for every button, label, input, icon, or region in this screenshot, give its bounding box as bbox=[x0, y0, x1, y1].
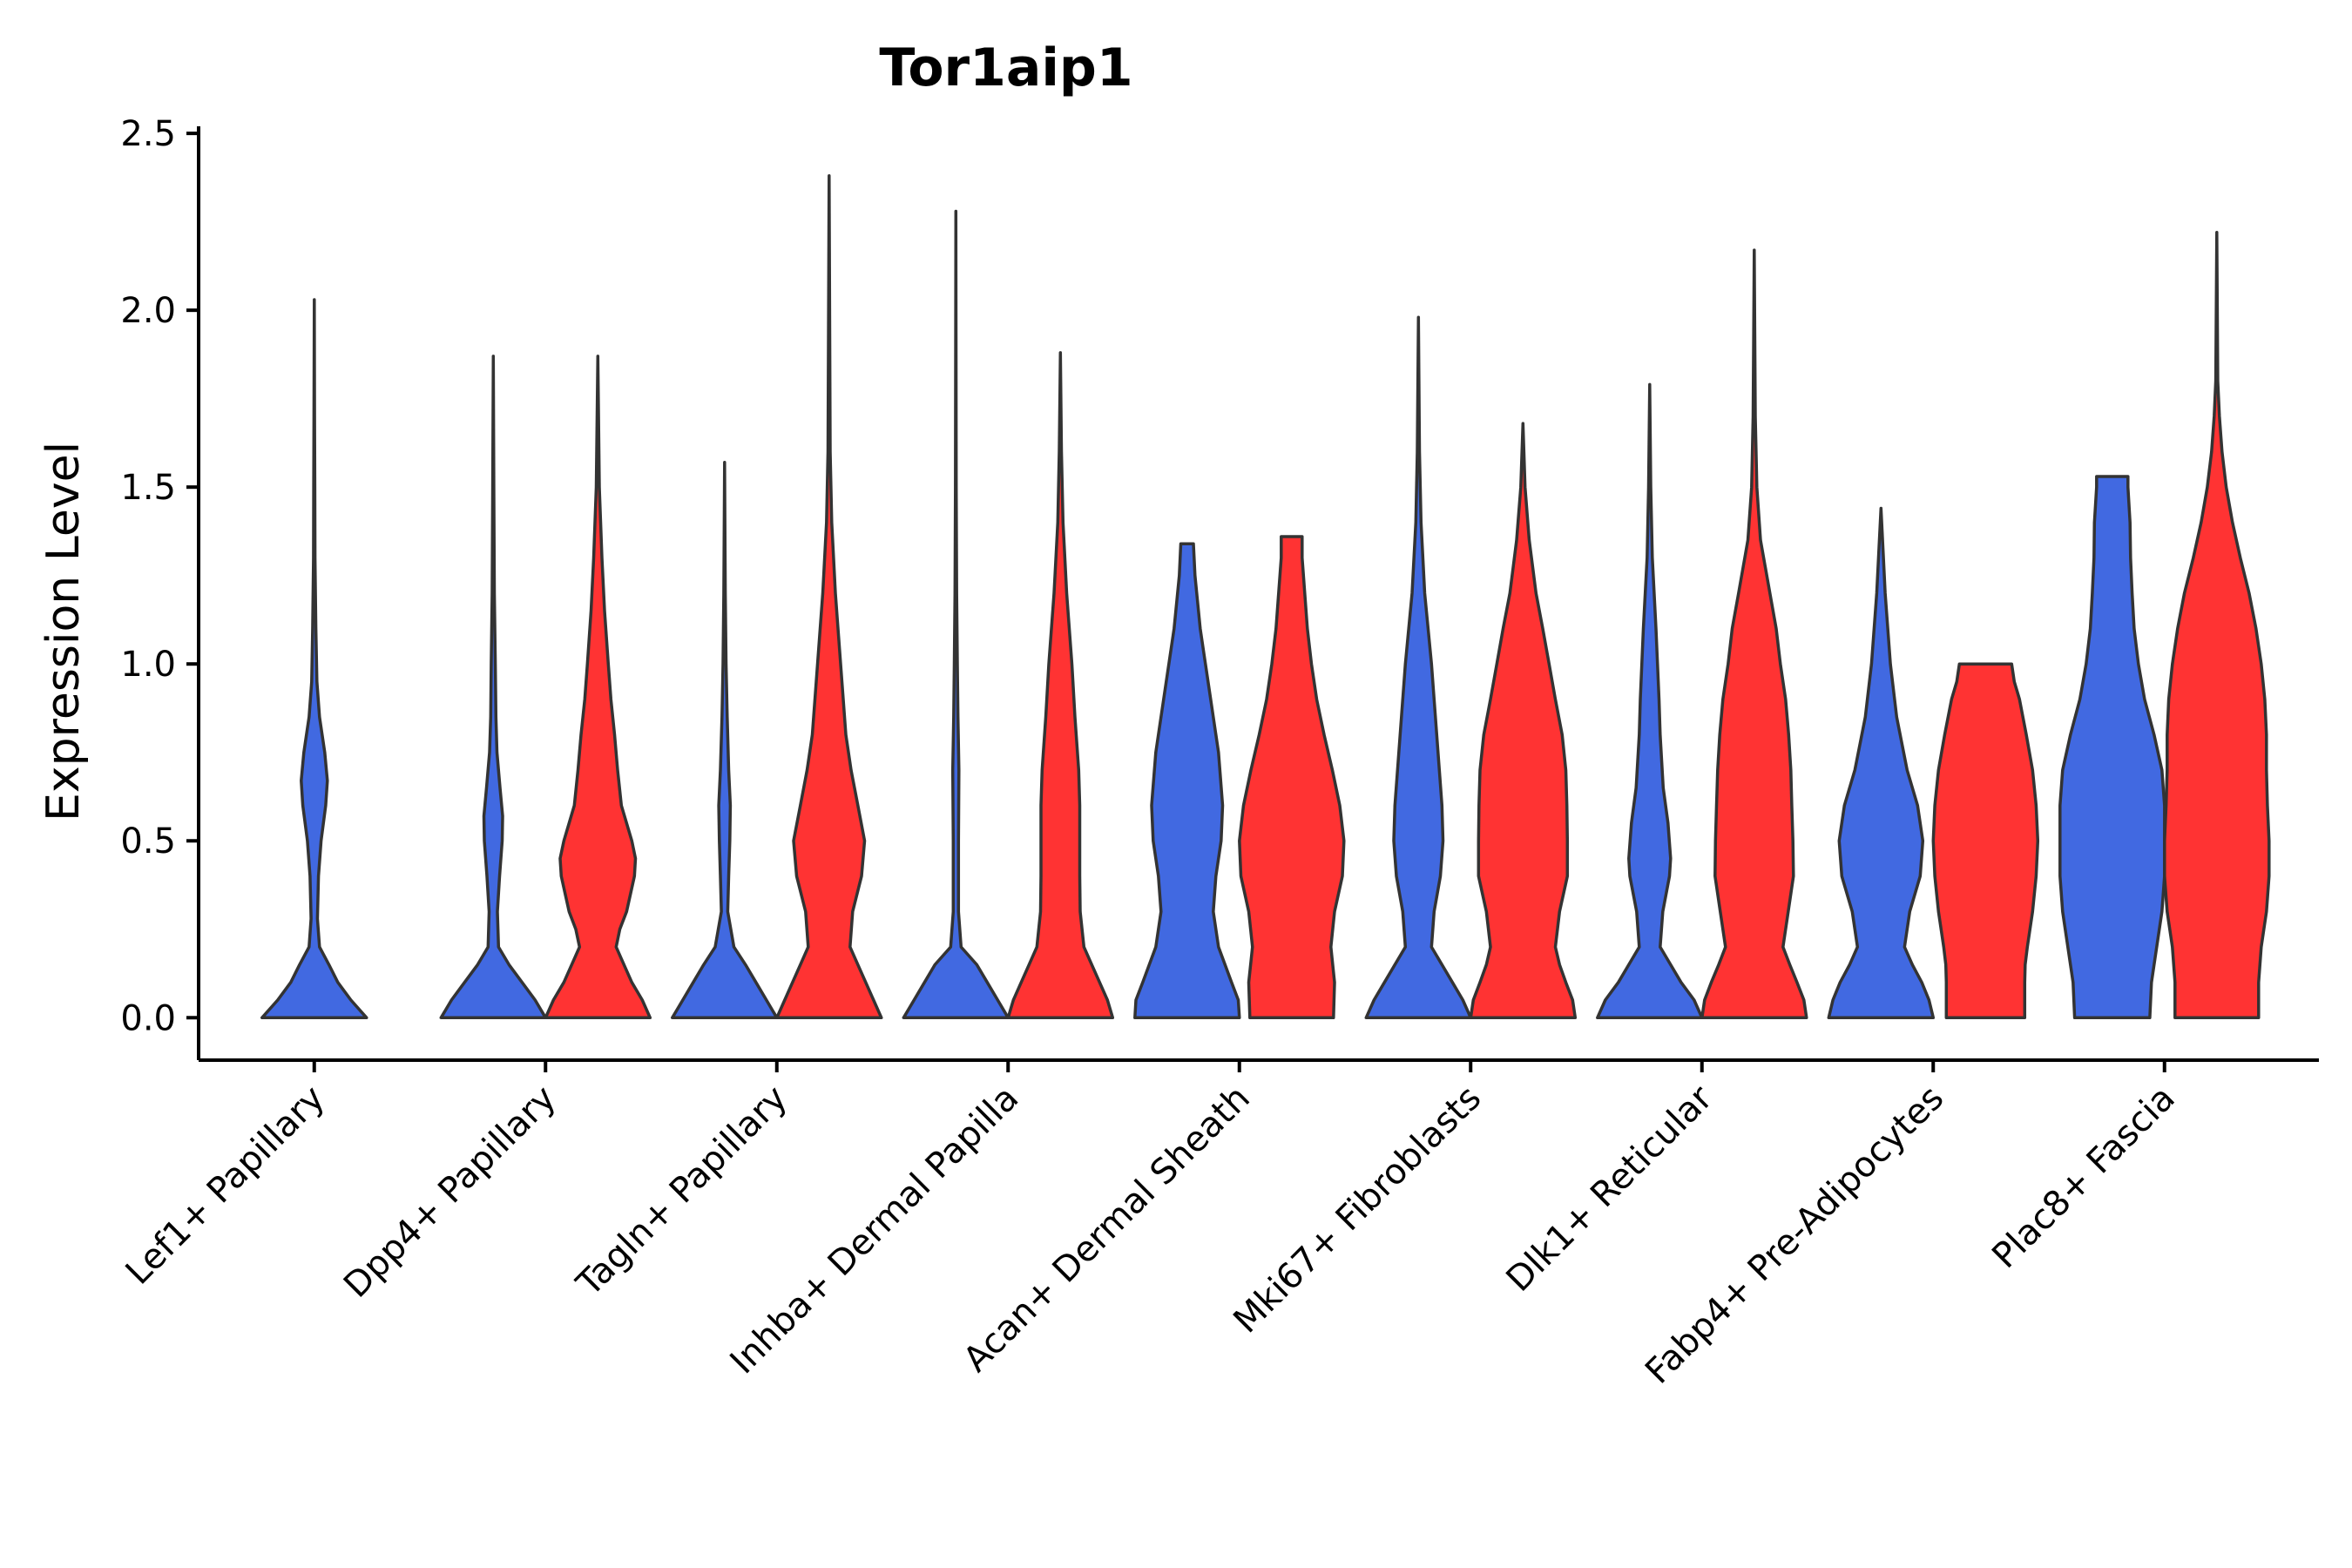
violin-tagln-papillary-group-1 bbox=[671, 461, 779, 1020]
y-tick-label: 1.5 bbox=[120, 468, 176, 508]
violin-tagln-papillary-group-2 bbox=[775, 174, 883, 1020]
y-tick-label: 0.0 bbox=[120, 998, 176, 1038]
x-tick-label-tagln-papillary: Tagln+ Papillary bbox=[569, 1078, 795, 1305]
violin-acan-dermal-sheath-group-2 bbox=[1238, 535, 1346, 1020]
x-axis: Lef1+ Papillary Dpp4+ Papillary Tagln+ Pap… bbox=[118, 1058, 2319, 1392]
violin-lef1-papillary-group-1 bbox=[260, 298, 368, 1020]
x-tick-label-dlk1-reticular: Dlk1+ Reticular bbox=[1499, 1078, 1721, 1300]
violin-inhba-dermal-papilla-group-2 bbox=[1006, 351, 1115, 1020]
violins-layer bbox=[260, 174, 2271, 1020]
violin-fabp4-pre-adipocytes-group-2 bbox=[1931, 662, 2040, 1020]
violin-dlk1-reticular-group-2 bbox=[1700, 248, 1808, 1020]
violin-mki67-fibroblasts-group-1 bbox=[1364, 315, 1473, 1020]
chart-title: Tor1aip1 bbox=[879, 37, 1132, 98]
y-axis-label: Expression Level bbox=[37, 442, 90, 821]
violin-plac8-fascia-group-1 bbox=[2058, 475, 2166, 1020]
violin-plac8-fascia-group-2 bbox=[2163, 231, 2271, 1020]
violin-mki67-fibroblasts-group-2 bbox=[1469, 422, 1578, 1020]
x-tick-label-dpp4-papillary: Dpp4+ Papillary bbox=[336, 1078, 564, 1306]
x-tick-label-lef1-papillary: Lef1+ Papillary bbox=[118, 1078, 333, 1293]
y-tick-label: 2.5 bbox=[120, 114, 176, 154]
x-tick-label-plac8-fascia: Plac8+ Fascia bbox=[1984, 1078, 2183, 1277]
y-tick-label: 2.0 bbox=[120, 291, 176, 331]
y-tick-label: 1.0 bbox=[120, 645, 176, 685]
violin-dlk1-reticular-group-1 bbox=[1596, 382, 1704, 1020]
x-tick-label-mki67-fibroblasts: Mki67+ Fibroblasts bbox=[1226, 1078, 1489, 1342]
violin-dpp4-papillary-group-2 bbox=[544, 355, 652, 1020]
y-axis: 0.0 0.5 1.0 1.5 2.0 2.5 bbox=[120, 114, 200, 1060]
violin-inhba-dermal-papilla-group-1 bbox=[902, 209, 1010, 1020]
violin-acan-dermal-sheath-group-1 bbox=[1133, 542, 1241, 1020]
violin-dpp4-papillary-group-1 bbox=[439, 355, 548, 1020]
violin-fabp4-pre-adipocytes-group-1 bbox=[1827, 506, 1936, 1020]
y-tick-label: 0.5 bbox=[120, 821, 176, 862]
